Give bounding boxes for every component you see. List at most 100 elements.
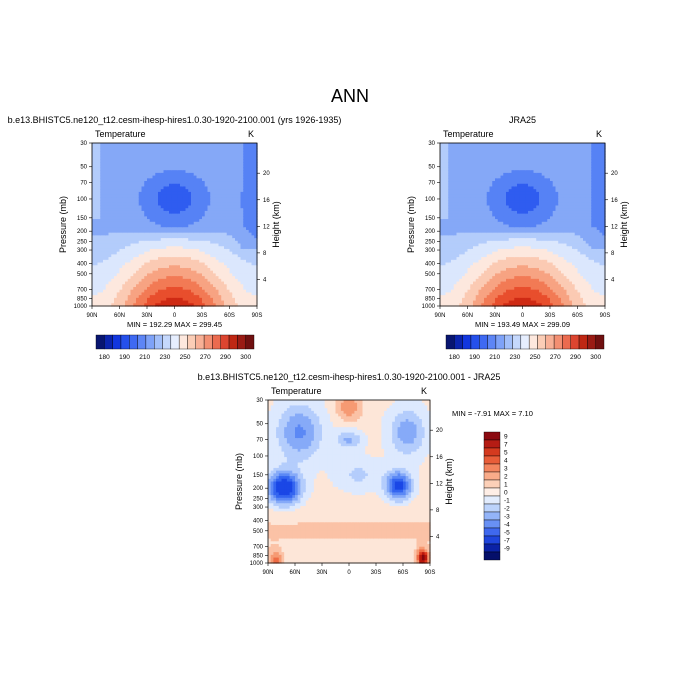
contour-cell (136, 183, 140, 188)
contour-cell (497, 194, 502, 198)
contour-cell (226, 143, 231, 147)
contour-cell (138, 246, 143, 250)
contour-cell (155, 205, 159, 209)
contour-cell (464, 148, 469, 152)
contour-cell (136, 276, 140, 280)
contour-cell (97, 189, 101, 193)
contour-cell (169, 262, 173, 266)
contour-cell (191, 235, 195, 239)
contour-cell (215, 248, 220, 253)
contour-cell (224, 172, 228, 177)
contour-cell (141, 270, 145, 274)
contour-cell (133, 167, 137, 171)
contour-cell (202, 178, 206, 182)
contour-cell (127, 181, 132, 185)
contour-cell (484, 156, 488, 160)
contour-cell (248, 202, 253, 207)
contour-cell (464, 151, 469, 155)
contour-cell (240, 286, 244, 291)
contour-cell (478, 224, 482, 228)
contour-cell (149, 156, 154, 160)
contour-cell (445, 145, 449, 150)
contour-cell (111, 286, 115, 291)
colorbar-swatch (129, 334, 138, 350)
contour-cell (204, 221, 209, 226)
contour-cell (473, 159, 477, 163)
contour-cell (213, 227, 217, 231)
contour-cell (122, 238, 126, 242)
contour-cell (248, 281, 253, 285)
contour-cell (149, 292, 154, 296)
contour-cell (133, 278, 137, 283)
contour-cell (207, 262, 211, 266)
contour-cell (177, 224, 181, 228)
contour-cell (462, 248, 466, 253)
contour-cell (207, 278, 211, 283)
contour-cell (136, 240, 140, 245)
contour-cell (442, 216, 447, 220)
contour-cell (497, 159, 502, 163)
contour-cell (202, 159, 206, 163)
contour-cell (251, 213, 255, 217)
contour-cell (445, 181, 449, 185)
contour-cell (133, 270, 137, 274)
contour-cell (489, 186, 493, 190)
contour-cell (492, 219, 496, 223)
contour-cell (193, 303, 198, 307)
contour-cell (237, 205, 242, 209)
contour-cell (448, 232, 452, 236)
contour-cell (141, 281, 145, 285)
contour-cell (251, 175, 255, 179)
contour-cell (116, 235, 121, 239)
contour-cell (108, 181, 112, 185)
contour-cell (484, 262, 488, 266)
contour-cell (160, 221, 165, 226)
contour-cell (108, 175, 112, 179)
contour-cell (442, 145, 447, 150)
contour-cell (100, 167, 104, 171)
contour-cell (467, 153, 471, 158)
contour-cell (470, 197, 474, 201)
contour-cell (470, 265, 474, 269)
contour-cell (442, 164, 447, 169)
contour-cell (484, 181, 488, 185)
contour-cell (108, 284, 112, 288)
contour-cell (481, 265, 485, 269)
contour-cell (202, 281, 206, 285)
contour-cell (133, 172, 137, 177)
contour-cell (486, 251, 491, 255)
contour-cell (103, 156, 107, 160)
contour-cell (495, 257, 499, 261)
contour-cell (229, 148, 233, 152)
contour-cell (141, 297, 145, 302)
contour-cell (237, 254, 242, 258)
contour-cell (218, 224, 222, 228)
contour-cell (125, 159, 129, 163)
contour-cell (243, 167, 247, 171)
contour-cell (174, 251, 178, 255)
contour-cell (160, 143, 165, 147)
contour-cell (193, 208, 198, 212)
contour-cell (125, 170, 129, 174)
contour-cell (193, 175, 198, 179)
contour-cell (218, 286, 222, 291)
contour-cell (125, 276, 129, 280)
contour-cell (235, 251, 239, 255)
contour-cell (464, 175, 469, 179)
contour-cell (240, 210, 244, 215)
contour-cell (158, 232, 162, 236)
contour-cell (133, 300, 137, 304)
contour-cell (442, 246, 447, 250)
contour-cell (182, 202, 187, 207)
contour-cell (462, 153, 466, 158)
contour-cell (464, 267, 469, 272)
contour-cell (105, 164, 110, 169)
contour-cell (254, 145, 258, 150)
contour-cell (191, 270, 195, 274)
contour-cell (144, 243, 148, 247)
contour-cell (486, 227, 491, 231)
contour-cell (473, 183, 477, 188)
contour-cell (481, 254, 485, 258)
contour-cell (210, 273, 214, 277)
contour-cell (224, 289, 228, 294)
